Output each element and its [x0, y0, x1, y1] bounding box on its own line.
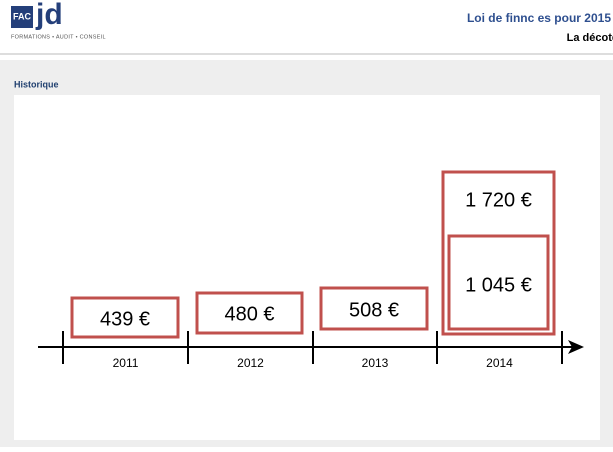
amount-box [319, 286, 429, 331]
section-title: Historique [14, 79, 59, 89]
amount: 1 720 € [465, 189, 532, 211]
amount-box [195, 291, 304, 335]
amount-box [441, 170, 556, 336]
amount: 439 € [100, 308, 150, 330]
amount: 480 € [224, 303, 274, 325]
tagline: FORMATIONS • AUDIT • CONSEIL [11, 34, 106, 40]
year-label: 2011 [113, 356, 139, 370]
arrow-head [568, 340, 584, 354]
amount: 1 045 € [465, 274, 532, 296]
timeline [38, 340, 584, 354]
subtitle: La décote [567, 32, 613, 44]
logo-brand: jd [35, 0, 63, 31]
logo-box [11, 6, 33, 28]
amount-box [70, 296, 180, 339]
logo: FAC [13, 11, 32, 21]
year-label: 2012 [237, 356, 264, 370]
title: Loi de finnc es pour 2015 [467, 11, 611, 25]
amount-box [447, 234, 550, 331]
amount: 508 € [349, 299, 399, 321]
content-area [14, 95, 600, 440]
year-label: 2013 [362, 356, 389, 370]
year-label: 2014 [486, 356, 513, 370]
